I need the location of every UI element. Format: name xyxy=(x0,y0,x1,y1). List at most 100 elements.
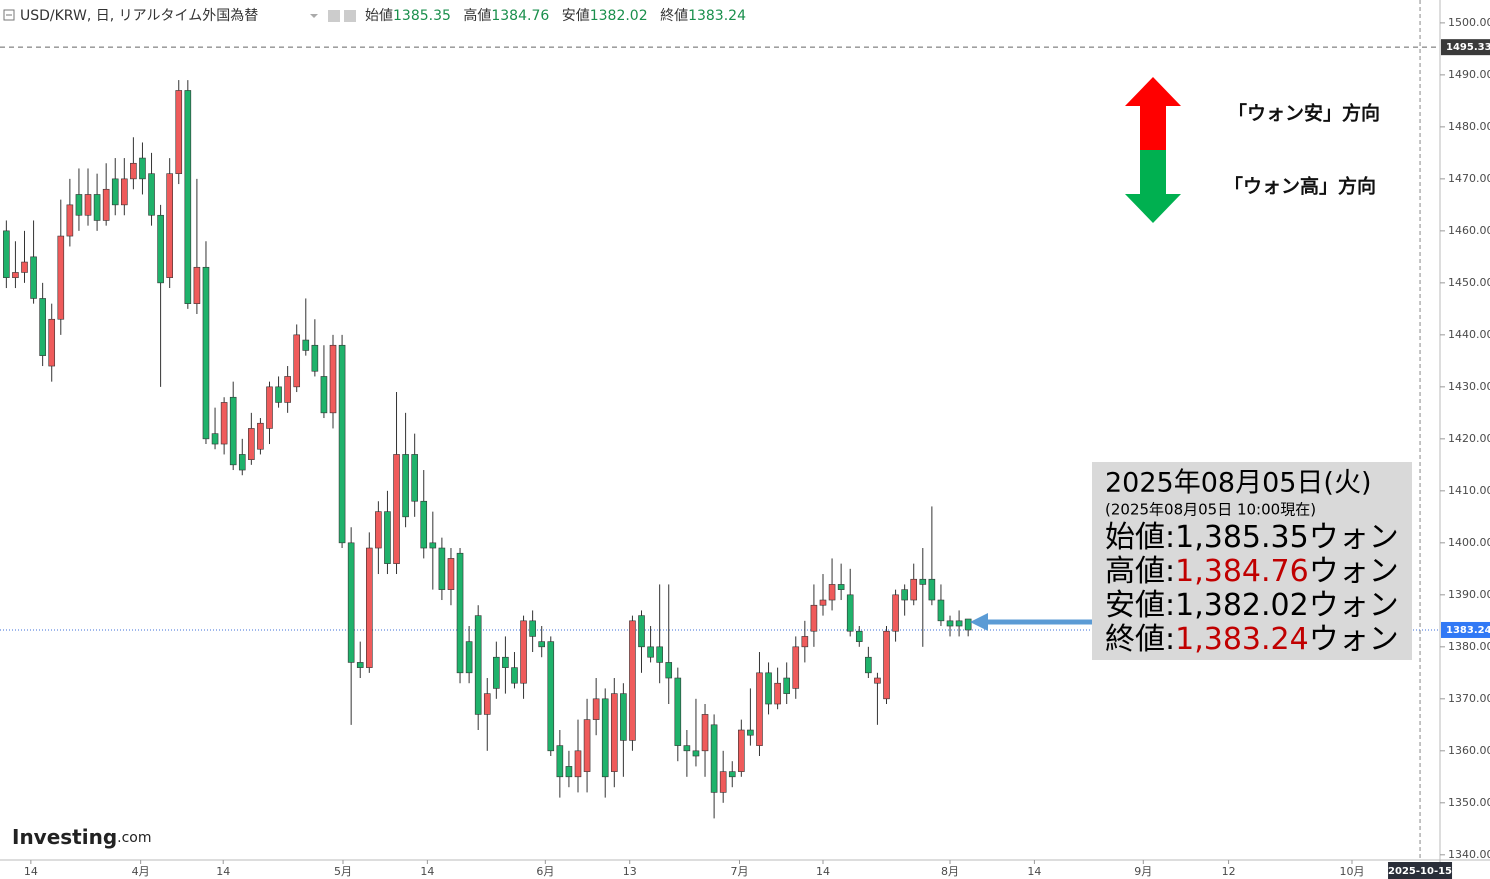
candle-body xyxy=(610,693,618,772)
down-arrow xyxy=(1125,150,1181,223)
y-tick-label: 1430.00 xyxy=(1448,380,1490,393)
info-value: 1,382.02 xyxy=(1175,588,1309,623)
candle-body xyxy=(266,386,273,429)
candle-body xyxy=(937,599,945,622)
candle-body xyxy=(783,677,790,694)
y-tick-label: 1450.00 xyxy=(1448,276,1490,289)
candle-body xyxy=(429,542,437,549)
last-price-box xyxy=(1441,621,1490,638)
candle-body xyxy=(211,433,219,445)
y-tick-label: 1500.00 xyxy=(1448,16,1490,29)
candle-body xyxy=(238,454,246,471)
info-date: 2025年08月05日(火) xyxy=(1105,468,1372,499)
info-asof: (2025年08月05日 10:00現在) xyxy=(1105,501,1316,519)
x-tick-label: 14 xyxy=(24,865,38,878)
y-tick-label: 1490.00 xyxy=(1448,68,1490,81)
y-tick-label: 1470.00 xyxy=(1448,172,1490,185)
annotation: 「ウォン高」方向 xyxy=(1224,175,1376,198)
info-value: 1,384.76 xyxy=(1175,554,1309,589)
x-tick-label: 7月 xyxy=(731,865,749,878)
candle-body xyxy=(420,500,428,549)
legend-label: 始値 xyxy=(365,8,393,24)
logo-name: Investing xyxy=(12,825,117,849)
dropdown-icon[interactable] xyxy=(310,14,318,18)
candle-body xyxy=(184,90,192,304)
candle-body xyxy=(111,178,119,206)
ohlc-legend: 始値1385.35 高値1384.76 安値1382.02 終値1383.24 xyxy=(365,7,746,24)
info-label: 高値: xyxy=(1105,554,1175,589)
candle-body xyxy=(547,641,555,752)
candle-body xyxy=(765,672,772,705)
candle-body xyxy=(919,578,927,585)
candle-body xyxy=(738,729,745,772)
candle-body xyxy=(130,162,137,180)
candle-body xyxy=(928,578,936,601)
candle-body xyxy=(865,656,872,674)
candle-body xyxy=(502,656,509,668)
candle-body xyxy=(257,422,264,450)
candle-body xyxy=(293,334,301,388)
candle-body xyxy=(592,698,600,720)
candle-body xyxy=(84,194,92,216)
candle-body xyxy=(810,604,818,632)
candle-body xyxy=(874,677,881,684)
candle-body xyxy=(193,266,201,304)
candle-body xyxy=(647,646,654,658)
candle-body xyxy=(75,194,83,216)
candle-body xyxy=(102,188,110,221)
candle-body xyxy=(220,402,228,445)
candle-body xyxy=(756,672,763,746)
info-value: 1,383.24 xyxy=(1175,622,1309,657)
candle-body xyxy=(574,750,582,778)
legend-value: 1385.35 xyxy=(393,8,451,24)
candle-body xyxy=(837,584,845,590)
cursor-label: 2025-10-15 xyxy=(1388,866,1452,877)
candle-body xyxy=(692,750,700,757)
candle-body xyxy=(674,677,682,746)
candle-body xyxy=(955,620,963,627)
candle-body xyxy=(347,542,355,663)
legend-label: 高値 xyxy=(463,7,491,24)
candle-body xyxy=(57,235,65,320)
last-price-label: 1383.24 xyxy=(1446,625,1490,636)
candle-body xyxy=(329,344,337,414)
y-tick-label: 1360.00 xyxy=(1448,744,1490,757)
collapse-icon[interactable] xyxy=(3,9,15,21)
candle-body xyxy=(248,428,255,460)
legend-label: 終値 xyxy=(660,8,688,24)
up-arrow xyxy=(1125,77,1181,150)
candle-body xyxy=(638,615,645,648)
settings-icon[interactable] xyxy=(344,10,356,22)
candle-body xyxy=(710,724,718,793)
candle-body xyxy=(565,766,573,778)
candle-body xyxy=(520,620,527,684)
candle-body xyxy=(375,511,382,549)
y-tick-label: 1350.00 xyxy=(1448,796,1490,809)
cursor-label-box xyxy=(1388,862,1453,879)
candle-body xyxy=(393,454,400,564)
candle-body xyxy=(701,714,709,752)
candle-body xyxy=(302,339,310,351)
candle-body xyxy=(438,547,446,590)
annotation: 「ウォン安」方向 xyxy=(1228,102,1380,125)
info-unit: ウォン xyxy=(1309,520,1399,555)
candle-body xyxy=(447,558,455,590)
candle-body xyxy=(229,396,237,466)
legend-value: 1383.24 xyxy=(688,8,746,24)
y-tick-label: 1460.00 xyxy=(1448,224,1490,237)
candle-body xyxy=(964,618,972,631)
plot xyxy=(0,0,1445,864)
y-tick-label: 1390.00 xyxy=(1448,588,1490,601)
candle-body xyxy=(910,578,918,601)
candle-body xyxy=(665,662,673,679)
x-tick-label: 13 xyxy=(623,865,637,878)
candle-body xyxy=(901,589,908,601)
x-tick-label: 12 xyxy=(1222,865,1236,878)
x-tick-label: 14 xyxy=(420,865,434,878)
high-label: 1495.33 xyxy=(1446,42,1490,53)
settings-icon[interactable] xyxy=(328,10,340,22)
candle-body xyxy=(601,698,609,778)
candle-body xyxy=(474,615,482,715)
x-tick-label: 6月 xyxy=(536,865,554,878)
